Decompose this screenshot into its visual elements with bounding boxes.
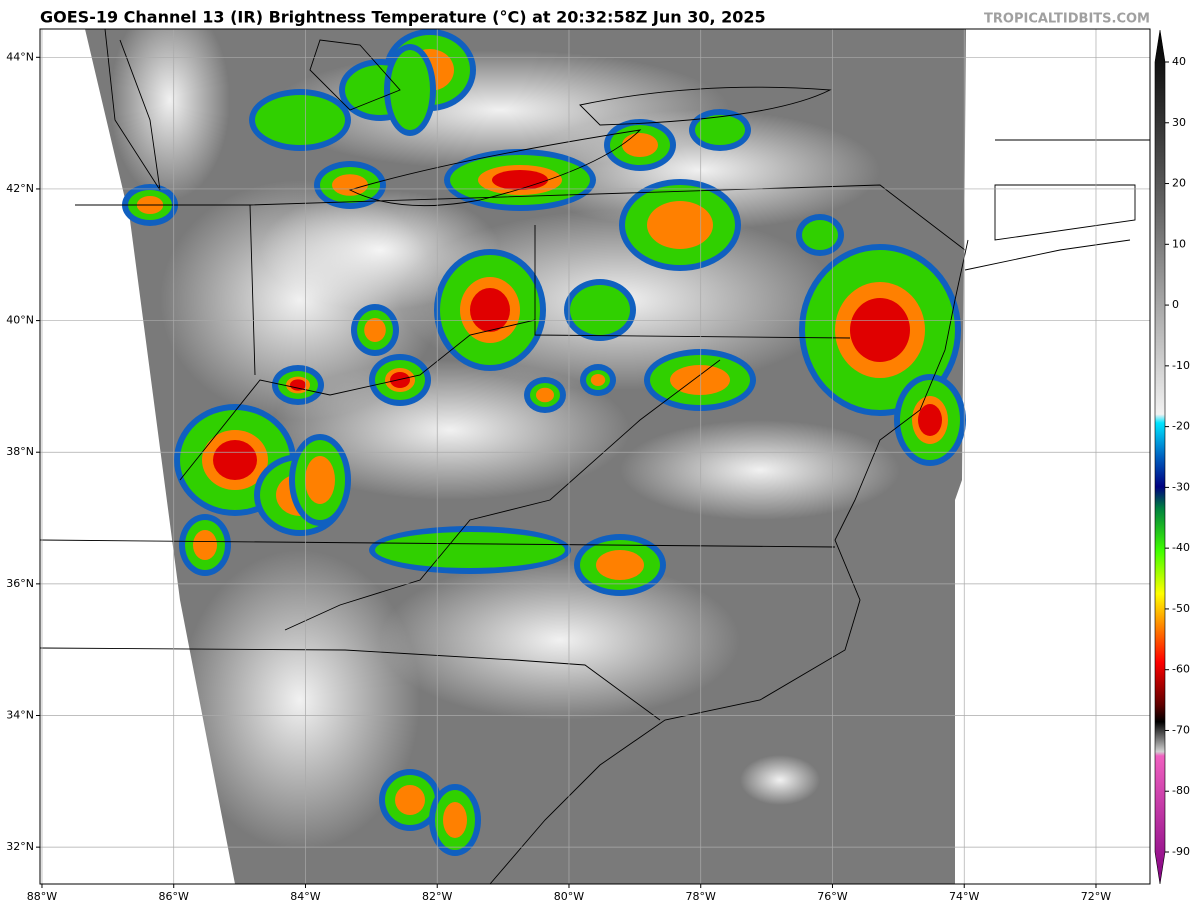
state-border (40, 647, 661, 721)
lon-tick-label: 76°W (817, 890, 847, 903)
lake-huron (309, 39, 401, 111)
state-border (534, 225, 851, 339)
cell-core (536, 387, 554, 403)
lat-tick-label: 44°N (6, 50, 34, 63)
lon-tick-label: 82°W (422, 890, 452, 903)
cloud (260, 190, 500, 310)
cell-core (647, 201, 713, 249)
lat-tick-label: 40°N (6, 314, 34, 327)
colorbar-tick-label: -70 (1172, 723, 1190, 736)
cell (390, 50, 430, 130)
cell-core (918, 404, 942, 436)
cell-core (364, 318, 386, 342)
cell-core (443, 802, 467, 838)
lon-tick-label: 78°W (686, 890, 716, 903)
cell-core (596, 550, 644, 580)
cloud (620, 420, 900, 520)
state-border (249, 184, 966, 251)
cell-core (850, 298, 910, 362)
cell (255, 95, 345, 145)
cell (570, 285, 630, 335)
state-border (179, 319, 536, 481)
cell-core (622, 133, 658, 157)
cell-core (390, 372, 410, 388)
lon-tick-label: 84°W (290, 890, 320, 903)
cell (695, 115, 745, 145)
state-border (284, 359, 721, 631)
colorbar: 40 30 20 10 0 -10 -20 -30 -40 -50 -60 -70 -80 -90 (1154, 29, 1190, 885)
cloud (740, 755, 820, 805)
colorbar-tick-label: -40 (1172, 541, 1190, 554)
credit: TROPICALTIDBITS.COM (984, 12, 1150, 27)
cell-core (193, 530, 217, 560)
colorbar-tick-label: 20 (1172, 177, 1186, 190)
borders (40, 29, 1150, 884)
colorbar-tick-label: -10 (1172, 359, 1190, 372)
lon-tick-label: 88°W (27, 890, 57, 903)
colorbar-tick-label: -50 (1172, 602, 1190, 615)
lon-tick-label: 80°W (554, 890, 584, 903)
colorbar-tick-label: -20 (1172, 420, 1190, 433)
lake-erie (348, 129, 642, 207)
cell-core (670, 365, 730, 395)
title: GOES-19 Channel 13 (IR) Brightness Tempe… (40, 8, 766, 27)
grid (40, 29, 1150, 884)
cloud (180, 550, 420, 850)
cell (375, 532, 565, 568)
axes: 88°W 86°W 84°W 82°W 80°W 78°W 76°W 74°W 72°W 44°N… (6, 50, 1111, 903)
lat-tick-label: 42°N (6, 182, 34, 195)
cell-core (470, 288, 510, 332)
lon-tick-label: 86°W (159, 890, 189, 903)
colorbar-tick-label: 40 (1172, 55, 1186, 68)
coastline (489, 239, 969, 884)
cell-core (305, 456, 335, 504)
cell-core (290, 379, 306, 391)
cell-core (590, 374, 606, 386)
colorbar-bar (1154, 29, 1166, 885)
lake-ontario (579, 86, 832, 126)
map (40, 29, 1150, 884)
colorbar-tick-label: -80 (1172, 784, 1190, 797)
cell-core (213, 440, 257, 480)
colorbar-tick-label: -30 (1172, 480, 1190, 493)
cloud (110, 29, 230, 200)
map-frame (39, 28, 1151, 885)
colorbar-tick-label: -90 (1172, 845, 1190, 858)
lon-tick-label: 74°W (949, 890, 979, 903)
lat-tick-label: 38°N (6, 445, 34, 458)
long-island (964, 239, 1131, 271)
colorbar-tick-label: 30 (1172, 116, 1186, 129)
cell-core (332, 174, 368, 196)
lat-tick-label: 32°N (6, 840, 34, 853)
lat-tick-label: 34°N (6, 709, 34, 722)
colorbar-tick-label: -60 (1172, 663, 1190, 676)
cell (802, 220, 838, 250)
lon-tick-label: 72°W (1081, 890, 1111, 903)
state-border (994, 184, 1136, 241)
colorbar-tick-label: 10 (1172, 237, 1186, 250)
cloud (380, 560, 740, 720)
cell-core (395, 785, 425, 815)
cell-core (492, 170, 548, 190)
colorbar-tick-label: 0 (1172, 298, 1179, 311)
lake-michigan (104, 29, 161, 191)
lat-tick-label: 36°N (6, 577, 34, 590)
